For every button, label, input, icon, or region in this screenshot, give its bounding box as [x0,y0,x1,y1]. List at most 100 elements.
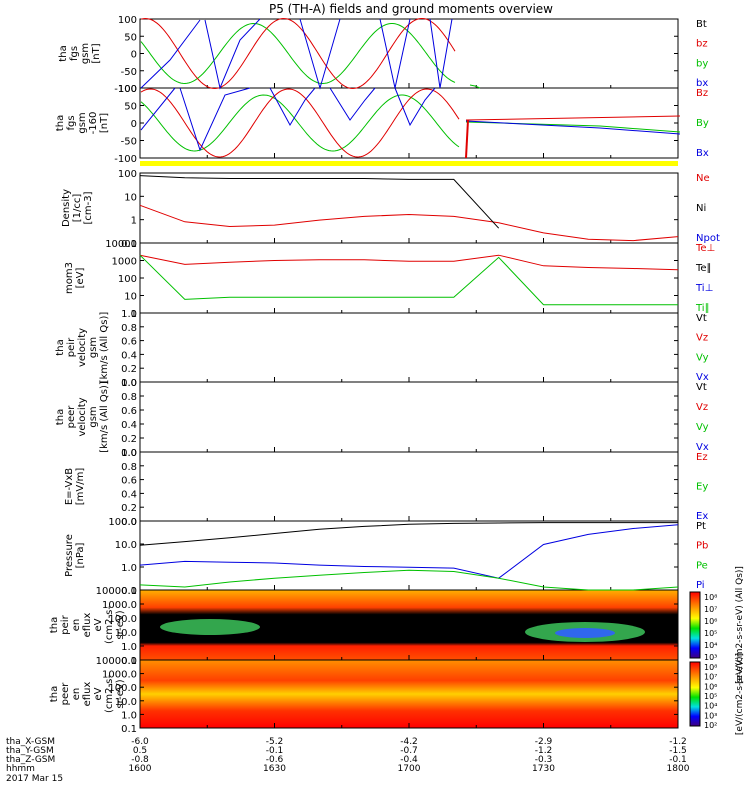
y-tick-label: 100.0 [108,614,137,625]
y-axis-label-line: eflux [82,682,93,707]
colorbar-tick: 10⁶ [704,682,717,691]
y-tick-label: 0.1 [121,239,137,250]
panel-frame [139,381,679,453]
y-axis-label-line: en [71,619,82,632]
y-axis-label-line: peir [66,337,77,357]
legend-entry: Vz [696,402,708,413]
colorbar-tick: 10⁴ [704,702,717,711]
colorbar-tick: 10² [704,721,717,730]
series-density [139,204,679,242]
y-tick-label: 0.6 [121,337,137,348]
y-tick-label: 0.6 [121,406,137,417]
legend-entry: Npot [696,233,720,244]
footer-row-label: tha_X-GSM [6,737,55,747]
y-axis-label-line: tha [49,686,60,702]
y-axis-label-line: sr-eV) [115,610,126,639]
orbit-strip [140,161,678,166]
legend-entry: by [696,58,708,69]
series-Bz-flat [465,115,681,121]
y-tick-label: 1000.0 [102,670,137,681]
y-axis-label: Pressure[nPa] [64,534,86,577]
series-Bz [140,88,460,158]
footer-value: -1.5 [669,746,687,756]
y-tick-label: 10.0 [115,697,137,708]
y-axis-label: thapeirenefluxeV(cm2-s-sr-eV) [49,606,126,644]
y-axis-label-line: peer [66,405,77,429]
y-tick-label: 0.0 [121,517,137,528]
y-axis-label-line: E=-VxB [64,468,75,505]
footer-value: -0.3 [535,755,553,765]
y-tick-label: 1000.0 [102,600,137,611]
legend-entry: Vz [696,333,708,344]
legend-entry: Vt [696,382,707,393]
y-tick-label: 10000 [105,239,137,250]
legend-entry: Pi [696,580,705,591]
y-tick-label: 100 [118,274,137,285]
y-axis-label-line: sr-eV) [115,679,126,708]
y-tick-label: 1 [131,309,137,320]
legend-entry: Bx [696,148,709,159]
y-axis-label-line: peir [60,614,71,634]
colorbar-tick: 10⁸ [704,663,717,672]
spectrogram-feature [160,619,260,635]
y-tick-label: 0.6 [121,476,137,487]
y-axis-label-line: [km/s (All Qs)] [99,381,110,453]
y-tick-label: 0.4 [121,350,137,361]
y-axis-label-line: [mV/m] [75,468,86,506]
colorbar-tick: 10⁴ [704,641,717,650]
y-tick-label: 0 [131,50,137,61]
y-tick-label: 1.0 [121,309,137,320]
y-axis-label: thafgsgsm-160[nT] [55,112,110,135]
colorbar-tick: 10³ [704,711,717,720]
footer-value: 0.5 [133,746,147,756]
y-axis-label-line: (cm2-s- [104,606,115,644]
legend-entry: Pt [696,521,706,532]
y-tick-label: -100 [114,84,137,95]
colorbar [689,661,701,727]
y-axis-label-line: (cm2-s- [104,675,115,713]
series-pressure [139,569,679,591]
y-axis-label-line: [cm-3] [83,191,94,224]
y-tick-label: 50 [124,32,137,43]
footer-value: -1.2 [669,737,687,747]
panel-frame [139,520,679,591]
y-axis-label-line: tha [55,339,66,355]
footer-value: -1.2 [535,746,553,756]
y-axis-label: thapeervelocitygsm[km/s (All Qs)] [55,381,110,453]
legend-entry: Ex [696,511,708,522]
footer-row-label: tha_Y-GSM [6,746,54,756]
colorbar-tick: 10⁷ [704,605,717,614]
y-axis-label: thapeerenefluxeV(cm2-s-sr-eV) [49,675,126,713]
colorbar-tick: 10⁵ [704,692,717,701]
panel-frame [139,312,679,383]
spectrogram-fill [140,660,678,728]
legend-entry: bz [696,39,708,50]
y-axis-label-line: [nT] [99,113,110,133]
series-temperature [139,254,679,271]
footer-value: -6.0 [131,737,149,747]
colorbar-label: [eV/(cm2-s-sr-eV) (All Qs)] [735,566,745,684]
legend-entry: Te∥ [695,263,712,274]
y-tick-label: 100 [118,84,137,95]
panel-peer_spec: 10000.01000.0100.010.01.00.1thapeerenefl… [49,619,679,735]
y-axis-label-line: velocity [77,397,88,436]
y-tick-label: 0.4 [121,420,137,431]
legend-entry: Vt [696,313,707,324]
legend-entry: Bz [696,88,708,99]
series-bz [140,17,456,90]
footer-value: -0.1 [669,755,687,765]
legend-entry: Ez [696,452,708,463]
y-tick-label: -100 [114,154,137,165]
y-axis-label-line: Pressure [64,534,75,577]
panel-frame [139,18,679,89]
y-tick-label: -50 [121,67,137,78]
y-axis-label-line: gsm [88,406,99,427]
y-tick-label: 0.2 [121,434,137,445]
y-tick-label: 100 [118,169,137,180]
colorbar-tick: 10⁶ [704,617,717,626]
y-tick-label: 10000.0 [96,586,137,597]
footer-value: -0.6 [266,755,284,765]
series-Bx [140,87,436,152]
y-tick-label: 0.1 [121,656,137,667]
y-tick-label: 10 [124,192,137,203]
